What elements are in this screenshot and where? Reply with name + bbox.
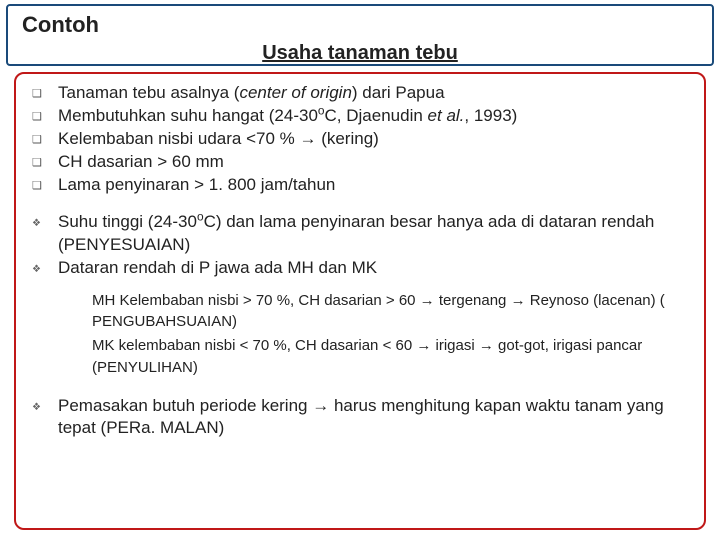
list-item: ❑Kelembaban nisbi udara <70 % → (kering)	[32, 128, 688, 151]
block1-list: ❑Tanaman tebu asalnya (center of origin)…	[32, 82, 688, 197]
item-text: Tanaman tebu asalnya (center of origin) …	[58, 82, 688, 105]
list-item: ❑CH dasarian > 60 mm	[32, 151, 688, 174]
item-text: Pemasakan butuh periode kering → harus m…	[58, 395, 688, 441]
diamond-bullet-icon: ❖	[32, 257, 58, 277]
item-text: Lama penyinaran > 1. 800 jam/tahun	[58, 174, 688, 197]
title-main: Contoh	[22, 12, 99, 38]
indent-line: MK kelembaban nisbi < 70 %, CH dasarian …	[92, 335, 678, 379]
list-item: ❖Pemasakan butuh periode kering → harus …	[32, 395, 688, 441]
square-bullet-icon: ❑	[32, 82, 58, 102]
diamond-bullet-icon: ❖	[32, 211, 58, 231]
square-bullet-icon: ❑	[32, 174, 58, 194]
content-box: ❑Tanaman tebu asalnya (center of origin)…	[14, 72, 706, 530]
list-item: ❑Membutuhkan suhu hangat (24-30oC, Djaen…	[32, 105, 688, 128]
item-text: CH dasarian > 60 mm	[58, 151, 688, 174]
block3-list: ❖Pemasakan butuh periode kering → harus …	[32, 395, 688, 441]
indent-line: MH Kelembaban nisbi > 70 %, CH dasarian …	[92, 290, 678, 334]
block2-list: ❖Suhu tinggi (24-30oC) dan lama penyinar…	[32, 211, 688, 280]
item-text: Membutuhkan suhu hangat (24-30oC, Djaenu…	[58, 105, 688, 128]
list-item: ❑Tanaman tebu asalnya (center of origin)…	[32, 82, 688, 105]
header-box: Contoh Usaha tanaman tebu	[6, 4, 714, 66]
item-text: Dataran rendah di P jawa ada MH dan MK	[58, 257, 688, 280]
title-sub: Usaha tanaman tebu	[8, 42, 712, 65]
indent-block: MH Kelembaban nisbi > 70 %, CH dasarian …	[92, 290, 678, 379]
square-bullet-icon: ❑	[32, 128, 58, 148]
item-text: Suhu tinggi (24-30oC) dan lama penyinara…	[58, 211, 688, 257]
diamond-bullet-icon: ❖	[32, 395, 58, 415]
list-item: ❖Dataran rendah di P jawa ada MH dan MK	[32, 257, 688, 280]
square-bullet-icon: ❑	[32, 105, 58, 125]
list-item: ❖Suhu tinggi (24-30oC) dan lama penyinar…	[32, 211, 688, 257]
item-text: Kelembaban nisbi udara <70 % → (kering)	[58, 128, 688, 151]
square-bullet-icon: ❑	[32, 151, 58, 171]
list-item: ❑Lama penyinaran > 1. 800 jam/tahun	[32, 174, 688, 197]
